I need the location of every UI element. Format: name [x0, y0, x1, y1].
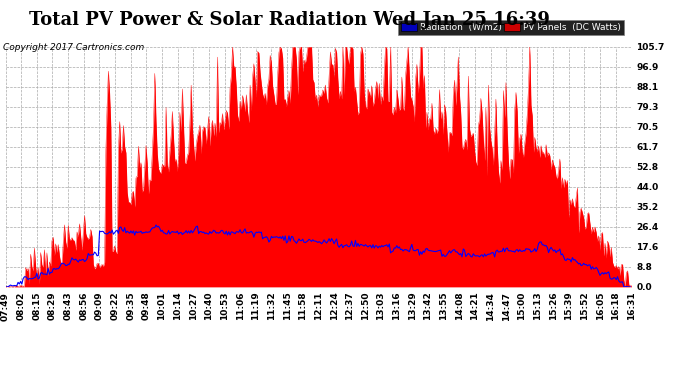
Text: Total PV Power & Solar Radiation Wed Jan 25 16:39: Total PV Power & Solar Radiation Wed Jan… [30, 11, 550, 29]
Text: Copyright 2017 Cartronics.com: Copyright 2017 Cartronics.com [3, 43, 145, 52]
Legend: Radiation  (W/m2), PV Panels  (DC Watts): Radiation (W/m2), PV Panels (DC Watts) [398, 20, 624, 34]
